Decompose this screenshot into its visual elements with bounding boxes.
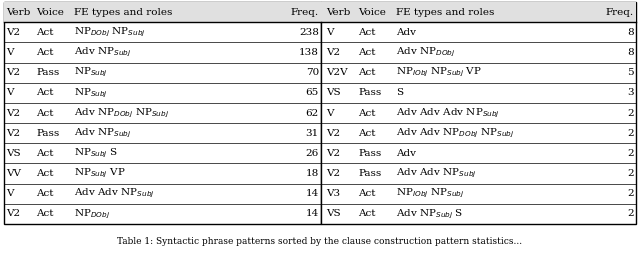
- Text: V2: V2: [326, 129, 340, 138]
- Text: Act: Act: [358, 48, 376, 57]
- Text: V2: V2: [6, 129, 20, 138]
- Text: Act: Act: [36, 108, 54, 118]
- Text: V3: V3: [326, 189, 340, 198]
- Text: Act: Act: [358, 28, 376, 37]
- Text: V2: V2: [6, 68, 20, 77]
- Text: 238: 238: [299, 28, 319, 37]
- Text: NP$_{IObj}$ NP$_{Subj}$: NP$_{IObj}$ NP$_{Subj}$: [396, 187, 464, 200]
- Text: V2: V2: [6, 108, 20, 118]
- Text: 8: 8: [627, 48, 634, 57]
- Text: NP$_{Subj}$: NP$_{Subj}$: [74, 86, 108, 100]
- Text: 2: 2: [627, 149, 634, 158]
- Text: Act: Act: [36, 48, 54, 57]
- Text: 2: 2: [627, 169, 634, 178]
- Text: S: S: [396, 88, 403, 97]
- Text: 14: 14: [306, 189, 319, 198]
- Text: Act: Act: [358, 108, 376, 118]
- Text: Adv: Adv: [396, 149, 416, 158]
- Text: Pass: Pass: [36, 129, 60, 138]
- Text: NP$_{Subj}$ VP: NP$_{Subj}$ VP: [74, 167, 125, 180]
- Text: 26: 26: [306, 149, 319, 158]
- Text: VS: VS: [326, 209, 340, 218]
- Text: 62: 62: [306, 108, 319, 118]
- Text: Act: Act: [36, 149, 54, 158]
- Text: V2: V2: [326, 48, 340, 57]
- Bar: [4, 2, 321, 224]
- Text: 14: 14: [306, 209, 319, 218]
- Text: Act: Act: [358, 209, 376, 218]
- Text: 65: 65: [306, 88, 319, 97]
- Text: Act: Act: [358, 129, 376, 138]
- Text: Act: Act: [36, 169, 54, 178]
- Text: Adv Adv NP$_{DObj}$ NP$_{Subj}$: Adv Adv NP$_{DObj}$ NP$_{Subj}$: [396, 126, 515, 140]
- Text: NP$_{DObj}$ NP$_{Subj}$: NP$_{DObj}$ NP$_{Subj}$: [74, 26, 146, 39]
- Text: V2: V2: [326, 169, 340, 178]
- Text: Adv NP$_{DObj}$: Adv NP$_{DObj}$: [396, 46, 456, 59]
- Text: Act: Act: [36, 189, 54, 198]
- Text: Adv: Adv: [396, 28, 416, 37]
- Text: V2V: V2V: [326, 68, 348, 77]
- Text: Pass: Pass: [358, 149, 381, 158]
- Text: Pass: Pass: [358, 88, 381, 97]
- Text: Freq.: Freq.: [291, 8, 319, 17]
- Text: 2: 2: [627, 108, 634, 118]
- Text: Voice: Voice: [36, 8, 64, 17]
- Bar: [321, 2, 636, 22]
- Text: 138: 138: [299, 48, 319, 57]
- Text: V2: V2: [6, 28, 20, 37]
- Text: Adv Adv Adv NP$_{Subj}$: Adv Adv Adv NP$_{Subj}$: [396, 106, 500, 120]
- Text: V: V: [326, 28, 333, 37]
- Text: VS: VS: [326, 88, 340, 97]
- Text: Voice: Voice: [358, 8, 386, 17]
- Text: Freq.: Freq.: [606, 8, 634, 17]
- Text: V2: V2: [6, 209, 20, 218]
- Text: Adv Adv NP$_{Subj}$: Adv Adv NP$_{Subj}$: [396, 167, 477, 180]
- Text: 8: 8: [627, 28, 634, 37]
- Text: V: V: [326, 108, 333, 118]
- Text: VS: VS: [6, 149, 20, 158]
- Text: NP$_{Subj}$ S: NP$_{Subj}$ S: [74, 147, 118, 160]
- Text: Act: Act: [36, 88, 54, 97]
- Text: 18: 18: [306, 169, 319, 178]
- Text: Verb: Verb: [326, 8, 350, 17]
- Text: V: V: [6, 189, 13, 198]
- Text: Act: Act: [358, 68, 376, 77]
- Text: NP$_{Subj}$: NP$_{Subj}$: [74, 66, 108, 79]
- Text: 2: 2: [627, 189, 634, 198]
- Text: Pass: Pass: [36, 68, 60, 77]
- Text: Act: Act: [358, 189, 376, 198]
- Text: Adv NP$_{DObj}$ NP$_{Subj}$: Adv NP$_{DObj}$ NP$_{Subj}$: [74, 106, 169, 120]
- Text: Adv NP$_{Subj}$ S: Adv NP$_{Subj}$ S: [396, 207, 463, 221]
- Text: FE types and roles: FE types and roles: [396, 8, 494, 17]
- Bar: [321, 2, 636, 224]
- Text: Table 1: Syntactic phrase patterns sorted by the clause construction pattern sta: Table 1: Syntactic phrase patterns sorte…: [117, 237, 523, 246]
- Bar: [4, 2, 321, 22]
- Text: Adv Adv NP$_{Subj}$: Adv Adv NP$_{Subj}$: [74, 187, 155, 200]
- Text: VV: VV: [6, 169, 21, 178]
- Text: 70: 70: [306, 68, 319, 77]
- Text: Act: Act: [36, 28, 54, 37]
- Text: Pass: Pass: [358, 169, 381, 178]
- Text: 2: 2: [627, 209, 634, 218]
- Text: Adv NP$_{Subj}$: Adv NP$_{Subj}$: [74, 46, 131, 59]
- Text: 31: 31: [306, 129, 319, 138]
- Text: FE types and roles: FE types and roles: [74, 8, 172, 17]
- Text: NP$_{IObj}$ NP$_{Subj}$ VP: NP$_{IObj}$ NP$_{Subj}$ VP: [396, 66, 482, 79]
- Text: Verb: Verb: [6, 8, 30, 17]
- Text: Act: Act: [36, 209, 54, 218]
- Text: V: V: [6, 88, 13, 97]
- Text: V2: V2: [326, 149, 340, 158]
- Text: 5: 5: [627, 68, 634, 77]
- Text: V: V: [6, 48, 13, 57]
- Text: 2: 2: [627, 129, 634, 138]
- Text: NP$_{DObj}$: NP$_{DObj}$: [74, 207, 110, 221]
- Text: 3: 3: [627, 88, 634, 97]
- Text: Adv NP$_{Subj}$: Adv NP$_{Subj}$: [74, 126, 131, 140]
